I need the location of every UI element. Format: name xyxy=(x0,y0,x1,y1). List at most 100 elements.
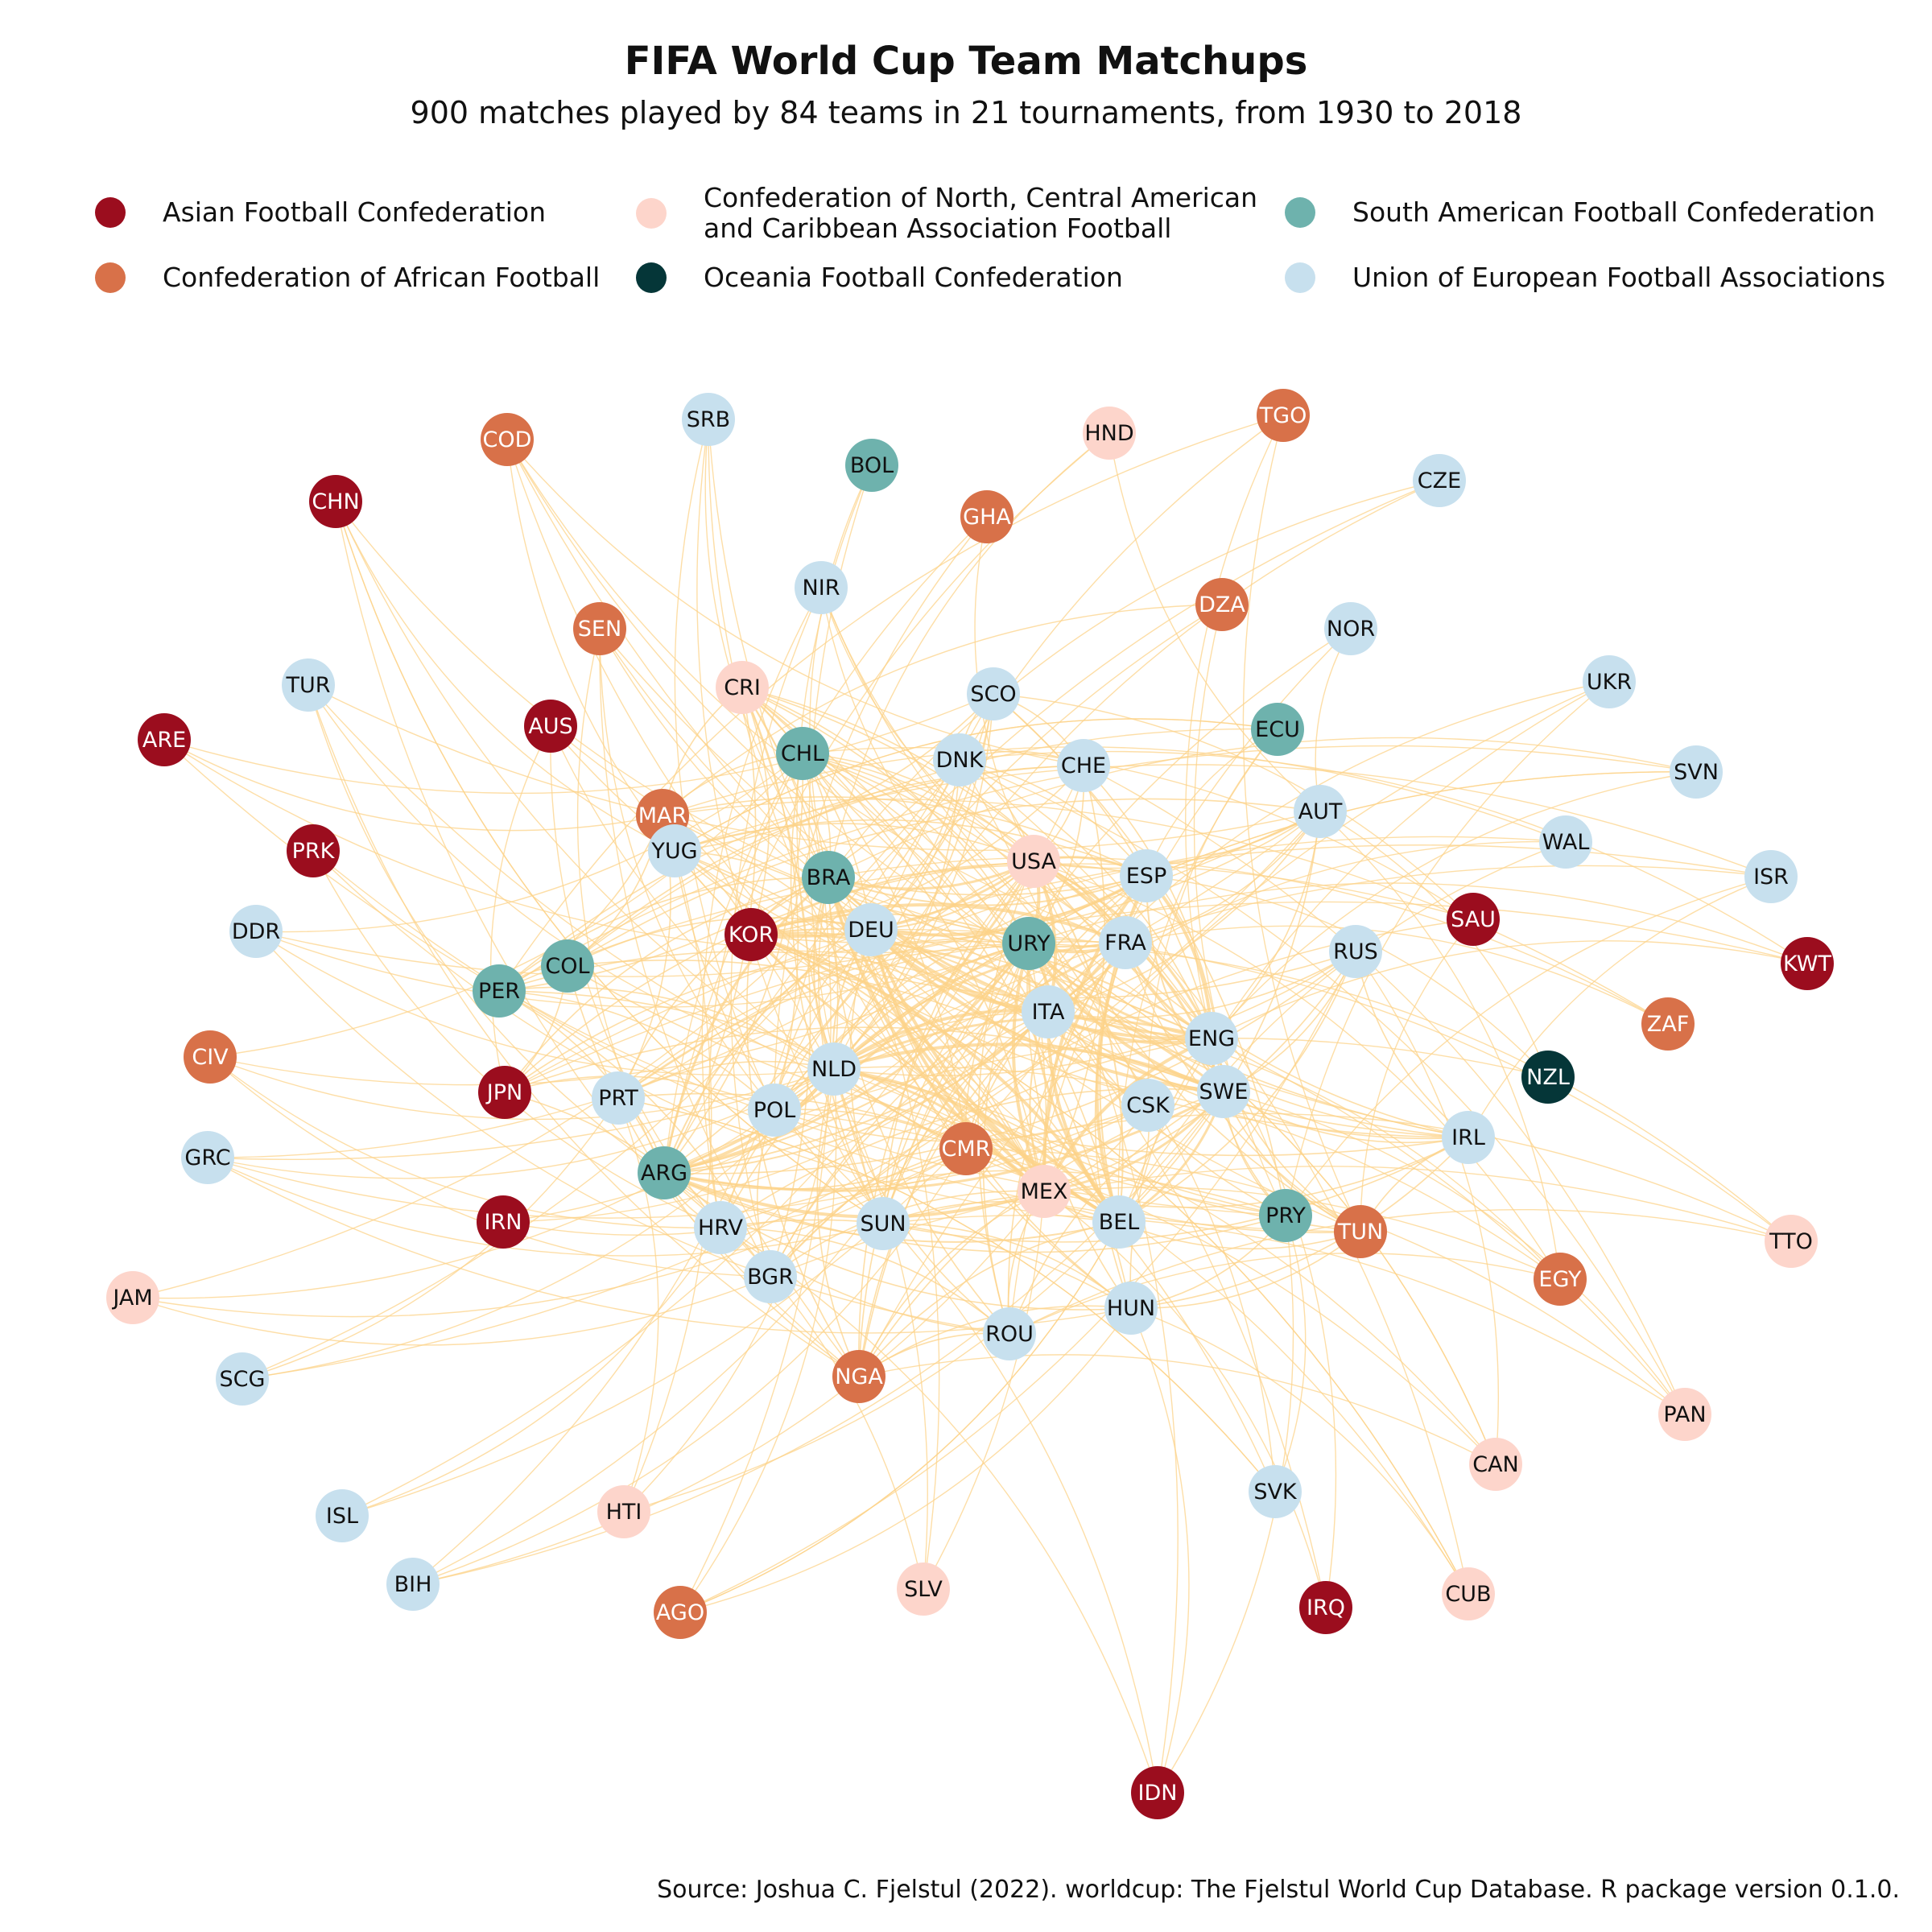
node-label-prk: PRK xyxy=(292,839,336,864)
node-circle-cub xyxy=(1442,1567,1495,1620)
node-label-mar: MAR xyxy=(638,803,687,828)
edge-srb-mex xyxy=(708,419,1045,1192)
node-jam: JAM xyxy=(106,1271,159,1324)
edge-kwt-jpn xyxy=(504,901,1808,1093)
edge-are-sco xyxy=(163,693,994,795)
node-label-tur: TUR xyxy=(285,673,330,698)
node-label-isr: ISR xyxy=(1753,865,1789,890)
edge-hti-prt xyxy=(617,1097,659,1513)
edge-jam-bgr xyxy=(132,1276,771,1346)
node-dza: DZA xyxy=(1195,578,1249,631)
node-bel: BEL xyxy=(1092,1195,1146,1249)
node-kor: KOR xyxy=(724,908,778,961)
node-label-col: COL xyxy=(545,954,589,979)
node-circle-tur xyxy=(282,658,335,712)
node-aus: AUS xyxy=(524,700,577,753)
edge-grc-usa xyxy=(207,861,1034,1158)
node-circle-irn xyxy=(477,1195,530,1249)
node-eng: ENG xyxy=(1185,1012,1238,1065)
node-label-jpn: JPN xyxy=(485,1080,522,1105)
edge-grc-csk xyxy=(207,1104,1149,1219)
node-label-nir: NIR xyxy=(803,576,840,601)
node-label-bel: BEL xyxy=(1099,1210,1140,1235)
node-circle-jpn xyxy=(478,1066,531,1119)
node-bgr: BGR xyxy=(744,1250,797,1303)
node-circle-are xyxy=(138,713,191,766)
node-label-civ: CIV xyxy=(192,1045,229,1070)
edge-chl-irl xyxy=(802,753,1469,1138)
node-sco: SCO xyxy=(967,667,1020,720)
legend-label-conmebol: South American Football Confederation xyxy=(1352,196,1876,228)
node-circle-civ xyxy=(184,1030,237,1084)
node-label-aus: AUS xyxy=(528,714,572,739)
node-idn: IDN xyxy=(1131,1766,1184,1819)
node-circle-csk xyxy=(1121,1079,1174,1132)
legend-swatch-uefa xyxy=(1285,262,1315,293)
node-circle-fra xyxy=(1099,916,1152,969)
node-cri: CRI xyxy=(716,661,769,714)
node-label-jam: JAM xyxy=(111,1286,152,1311)
edge-ddr-rou xyxy=(255,931,1010,1335)
edge-wal-prt xyxy=(617,836,1567,1099)
node-label-ddr: DDR xyxy=(232,919,280,944)
node-irq: IRQ xyxy=(1299,1581,1352,1634)
node-gha: GHA xyxy=(960,490,1013,543)
node-jpn: JPN xyxy=(478,1066,531,1119)
node-tur: TUR xyxy=(282,658,335,712)
edge-eng-dnk xyxy=(959,759,1212,1039)
edge-bgr-cri xyxy=(741,687,811,1278)
node-circle-bra xyxy=(802,851,855,904)
node-rus: RUS xyxy=(1329,925,1382,978)
node-label-nor: NOR xyxy=(1327,617,1375,642)
node-scg: SCG xyxy=(216,1352,269,1406)
edge-are-mar xyxy=(163,739,663,832)
edge-aus-jpn xyxy=(489,725,551,1093)
node-circle-hnd xyxy=(1083,407,1136,460)
node-label-nld: NLD xyxy=(811,1057,857,1082)
edge-irq-mex xyxy=(1043,1191,1327,1608)
edge-arg-ury xyxy=(663,943,1030,1174)
node-label-isl: ISL xyxy=(326,1504,358,1529)
node-pan: PAN xyxy=(1658,1388,1711,1441)
edge-ita-pol xyxy=(774,1011,1049,1111)
node-label-che: CHE xyxy=(1061,753,1106,778)
edge-dza-pry xyxy=(1193,604,1286,1216)
node-label-rou: ROU xyxy=(985,1322,1034,1347)
edge-col-irl xyxy=(567,965,1469,1157)
edge-prk-bel xyxy=(312,850,1120,1223)
node-srb: SRB xyxy=(682,393,735,446)
node-circle-che xyxy=(1057,739,1110,792)
node-label-cub: CUB xyxy=(1445,1582,1491,1607)
node-che: CHE xyxy=(1057,739,1110,792)
node-hnd: HND xyxy=(1083,407,1136,460)
node-hrv: HRV xyxy=(694,1201,747,1254)
node-circle-gha xyxy=(960,490,1013,543)
edge-grc-sun xyxy=(207,1157,884,1257)
node-circle-prt xyxy=(592,1071,645,1125)
edge-irq-eng xyxy=(1211,1038,1337,1608)
node-mex: MEX xyxy=(1018,1165,1071,1218)
edge-hti-nld xyxy=(623,1068,835,1513)
node-circle-sen xyxy=(573,602,626,655)
edge-ury-sun xyxy=(882,943,1030,1224)
edge-scg-sco xyxy=(242,693,994,1380)
edge-bel-usa xyxy=(1033,861,1124,1223)
node-cod: COD xyxy=(481,413,534,466)
node-bol: BOL xyxy=(845,439,898,492)
edge-swe-irl xyxy=(1223,1091,1469,1144)
node-circle-chn xyxy=(309,475,362,528)
legend-item-concacaf: Confederation of North, Central American… xyxy=(636,183,1267,244)
legend-swatch-conmebol xyxy=(1285,197,1315,228)
node-cmr: CMR xyxy=(939,1122,993,1175)
edge-rou-hrv xyxy=(720,1227,1010,1335)
edge-isl-hrv xyxy=(341,1227,721,1517)
edge-deu-swe xyxy=(869,928,1224,1093)
node-pry: PRY xyxy=(1259,1189,1312,1242)
node-label-tun: TUN xyxy=(1337,1220,1383,1245)
node-sen: SEN xyxy=(573,602,626,655)
node-chl: CHL xyxy=(776,727,829,780)
edge-zaf-fra xyxy=(1125,925,1669,1025)
edge-slv-cri xyxy=(741,687,940,1590)
edge-cub-kor xyxy=(750,934,1469,1595)
